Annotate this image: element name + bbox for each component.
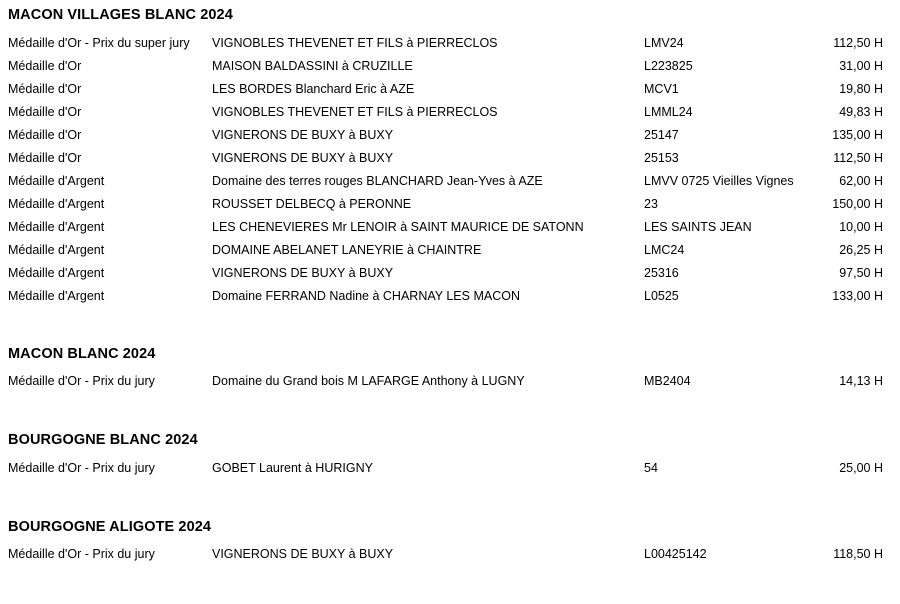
cell-lot: 25316 xyxy=(644,265,679,280)
cell-lot: L00425142 xyxy=(644,547,707,561)
cell-medal: Médaille d'Or xyxy=(8,104,82,119)
cell-price: 31,00 H xyxy=(839,58,883,73)
cell-lot: MCV1 xyxy=(644,81,679,96)
cell-medal: Médaille d'Argent xyxy=(8,196,105,211)
cell-medal: Médaille d'Or xyxy=(8,127,82,142)
cell-producer: Domaine du Grand bois M LAFARGE Anthony … xyxy=(212,374,525,388)
cell-producer: VIGNOBLES THEVENET ET FILS à PIERRECLOS xyxy=(212,104,498,119)
table-row[interactable]: Médaille d'Argent Domaine des terres rou… xyxy=(0,170,900,193)
cell-lot: LMC24 xyxy=(644,242,685,257)
cell-medal: Médaille d'Or xyxy=(8,81,82,96)
cell-medal: Médaille d'Or - Prix du super jury xyxy=(8,35,190,50)
cell-price: 26,25 H xyxy=(839,242,883,257)
cell-producer: ROUSSET DELBECQ à PERONNE xyxy=(212,196,412,211)
cell-producer: LES BORDES Blanchard Eric à AZE xyxy=(212,81,415,96)
cell-producer: DOMAINE ABELANET LANEYRIE à CHAINTRE xyxy=(212,242,482,257)
cell-lot: LMML24 xyxy=(644,104,693,119)
cell-producer: VIGNERONS DE BUXY à BUXY xyxy=(212,265,394,280)
cell-price: 135,00 H xyxy=(832,127,883,142)
table-row[interactable]: Médaille d'Or MAISON BALDASSINI à CRUZIL… xyxy=(0,55,900,78)
cell-lot: LMVV 0725 Vieilles Vignes xyxy=(644,173,794,188)
cell-lot: L0525 xyxy=(644,288,679,303)
cell-price: 97,50 H xyxy=(839,265,883,280)
cell-medal: Médaille d'Or xyxy=(8,150,82,165)
cell-lot: 23 xyxy=(644,196,658,211)
section-rows: Médaille d'Or - Prix du super jury VIGNO… xyxy=(0,23,900,308)
section-macon-blanc-2024: MACON BLANC 2024 Médaille d'Or - Prix du… xyxy=(0,308,900,394)
cell-medal: Médaille d'Or - Prix du jury xyxy=(8,460,155,475)
cell-producer: LES CHENEVIERES Mr LENOIR à SAINT MAURIC… xyxy=(212,219,584,234)
cell-lot: 25153 xyxy=(644,150,679,165)
table-row[interactable]: Médaille d'Or - Prix du jury VIGNERONS D… xyxy=(0,543,900,566)
table-row[interactable]: Médaille d'Argent ROUSSET DELBECQ à PERO… xyxy=(0,193,900,216)
cell-producer: VIGNOBLES THEVENET ET FILS à PIERRECLOS xyxy=(212,35,498,50)
cell-price: 14,13 H xyxy=(839,374,883,388)
cell-price: 112,50 H xyxy=(833,150,883,165)
cell-price: 49,83 H xyxy=(839,104,883,119)
section-title: BOURGOGNE BLANC 2024 xyxy=(8,432,198,448)
cell-lot: LES SAINTS JEAN xyxy=(644,219,752,234)
cell-producer: VIGNERONS DE BUXY à BUXY xyxy=(212,127,394,142)
cell-producer: VIGNERONS DE BUXY à BUXY xyxy=(212,150,394,165)
cell-medal: Médaille d'Argent xyxy=(8,242,105,257)
cell-medal: Médaille d'Argent xyxy=(8,173,105,188)
cell-producer: Domaine des terres rouges BLANCHARD Jean… xyxy=(212,173,543,188)
cell-medal: Médaille d'Argent xyxy=(8,288,105,303)
table-row[interactable]: Médaille d'Or - Prix du jury GOBET Laure… xyxy=(0,457,900,480)
cell-price: 25,00 H xyxy=(839,460,883,475)
cell-producer: VIGNERONS DE BUXY à BUXY xyxy=(212,547,394,561)
cell-price: 118,50 H xyxy=(833,547,883,561)
cell-producer: Domaine FERRAND Nadine à CHARNAY LES MAC… xyxy=(212,288,520,303)
table-row[interactable]: Médaille d'Or - Prix du jury Domaine du … xyxy=(0,370,900,393)
section-macon-villages-blanc-2024: MACON VILLAGES BLANC 2024 Médaille d'Or … xyxy=(0,7,900,308)
cell-medal: Médaille d'Or - Prix du jury xyxy=(8,547,155,561)
cell-medal: Médaille d'Argent xyxy=(8,265,105,280)
table-row[interactable]: Médaille d'Argent VIGNERONS DE BUXY à BU… xyxy=(0,262,900,285)
section-rows: Médaille d'Or - Prix du jury Domaine du … xyxy=(0,361,900,393)
section-title: MACON VILLAGES BLANC 2024 xyxy=(8,7,233,23)
cell-producer: MAISON BALDASSINI à CRUZILLE xyxy=(212,58,413,73)
section-rows: Médaille d'Or - Prix du jury GOBET Laure… xyxy=(0,448,900,480)
cell-price: 112,50 H xyxy=(833,35,883,50)
cell-medal: Médaille d'Or - Prix du jury xyxy=(8,374,155,388)
table-row[interactable]: Médaille d'Or VIGNERONS DE BUXY à BUXY 2… xyxy=(0,147,900,170)
cell-price: 133,00 H xyxy=(832,288,883,303)
cell-lot: 25147 xyxy=(644,127,679,142)
section-rows: Médaille d'Or - Prix du jury VIGNERONS D… xyxy=(0,534,900,566)
table-row[interactable]: Médaille d'Or VIGNOBLES THEVENET ET FILS… xyxy=(0,101,900,124)
table-row[interactable]: Médaille d'Argent LES CHENEVIERES Mr LEN… xyxy=(0,216,900,239)
cell-lot: LMV24 xyxy=(644,35,684,50)
cell-price: 62,00 H xyxy=(839,173,883,188)
cell-price: 19,80 H xyxy=(839,81,883,96)
section-title: MACON BLANC 2024 xyxy=(8,345,156,362)
table-row[interactable]: Médaille d'Or LES BORDES Blanchard Eric … xyxy=(0,78,900,101)
cell-lot: MB2404 xyxy=(644,374,691,388)
section-bourgogne-aligote-2024: BOURGOGNE ALIGOTE 2024 Médaille d'Or - P… xyxy=(0,480,900,567)
table-row[interactable]: Médaille d'Argent Domaine FERRAND Nadine… xyxy=(0,285,900,308)
cell-medal: Médaille d'Or xyxy=(8,58,82,73)
cell-producer: GOBET Laurent à HURIGNY xyxy=(212,460,373,475)
section-bourgogne-blanc-2024: BOURGOGNE BLANC 2024 Médaille d'Or - Pri… xyxy=(0,393,900,480)
section-title: BOURGOGNE ALIGOTE 2024 xyxy=(8,518,212,535)
cell-price: 10,00 H xyxy=(839,219,883,234)
table-row[interactable]: Médaille d'Argent DOMAINE ABELANET LANEY… xyxy=(0,239,900,262)
cell-price: 150,00 H xyxy=(832,196,883,211)
cell-medal: Médaille d'Argent xyxy=(8,219,105,234)
table-row[interactable]: Médaille d'Or - Prix du super jury VIGNO… xyxy=(0,32,900,55)
cell-lot: L223825 xyxy=(644,58,693,73)
cell-lot: 54 xyxy=(644,460,658,475)
table-row[interactable]: Médaille d'Or VIGNERONS DE BUXY à BUXY 2… xyxy=(0,124,900,147)
